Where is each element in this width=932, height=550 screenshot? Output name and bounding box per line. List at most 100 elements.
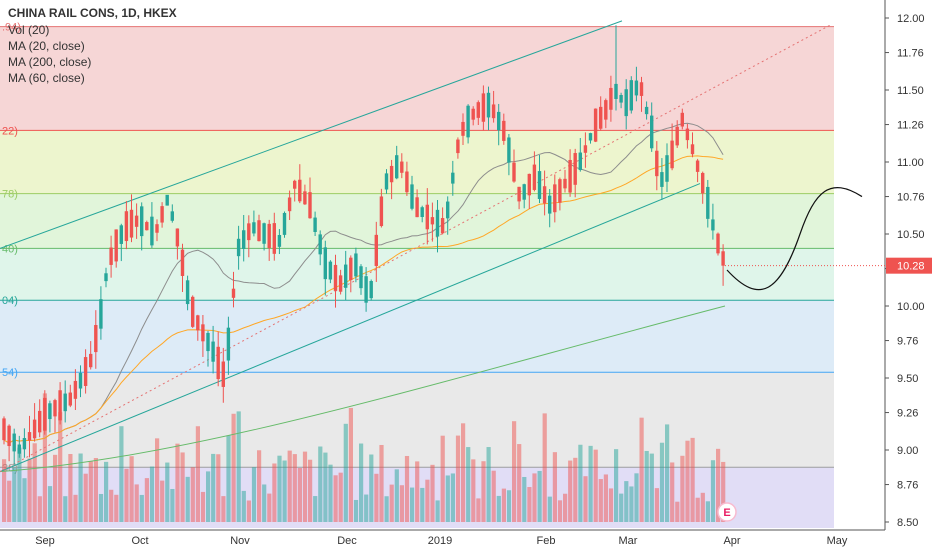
legend-ma60[interactable]: MA (60, close) bbox=[8, 71, 85, 85]
volume-bar bbox=[721, 461, 726, 522]
legend-ma20[interactable]: MA (20, close) bbox=[8, 39, 85, 53]
candle-body bbox=[644, 106, 649, 115]
candle-body bbox=[313, 217, 317, 233]
volume-bar bbox=[710, 460, 716, 522]
candle-body bbox=[201, 324, 205, 342]
candle-body bbox=[716, 233, 720, 254]
volume-bar bbox=[430, 464, 435, 522]
volume-bar bbox=[654, 488, 659, 522]
volume-bar bbox=[461, 423, 466, 522]
candle-body bbox=[267, 223, 271, 249]
candle-body bbox=[48, 403, 52, 420]
volume-bar bbox=[435, 500, 440, 522]
candle-body bbox=[593, 108, 598, 142]
candle-body bbox=[354, 253, 358, 277]
candle-body bbox=[670, 140, 674, 169]
projection-curve bbox=[726, 187, 863, 291]
candle-body bbox=[456, 139, 460, 154]
price-tick-label: 8.76 bbox=[897, 480, 918, 492]
volume-bar bbox=[170, 488, 175, 522]
candle-body bbox=[38, 410, 42, 433]
volume-bar bbox=[624, 481, 629, 522]
volume-bar bbox=[491, 470, 496, 522]
candle-body bbox=[558, 179, 562, 203]
volume-bar bbox=[593, 449, 598, 522]
volume-bar bbox=[364, 494, 369, 522]
candle-body bbox=[374, 234, 378, 266]
candle-body bbox=[639, 82, 644, 96]
volume-bar bbox=[568, 460, 573, 522]
candle-body bbox=[461, 121, 465, 136]
candle-body bbox=[430, 217, 435, 225]
volume-bar bbox=[603, 474, 608, 522]
chart-legend: CHINA RAIL CONS, 1D, HKEX Vol (20) MA (2… bbox=[8, 6, 177, 86]
candle-body bbox=[634, 80, 639, 96]
channel-lower-line bbox=[0, 183, 701, 473]
candle-body bbox=[578, 152, 582, 171]
time-tick-label: Nov bbox=[230, 535, 250, 547]
volume-bar bbox=[670, 462, 675, 522]
volume-bar bbox=[716, 448, 721, 522]
volume-bar bbox=[614, 449, 619, 522]
volume-bar bbox=[619, 493, 624, 522]
volume-bar bbox=[338, 472, 343, 522]
candle-body bbox=[221, 361, 225, 387]
candle-body bbox=[680, 112, 684, 127]
candle-body bbox=[588, 133, 593, 141]
volume-bar bbox=[690, 437, 695, 522]
channel-upper-line bbox=[0, 20, 623, 249]
candle-body bbox=[599, 106, 603, 129]
volume-bar bbox=[302, 451, 308, 522]
price-tick-label: 9.26 bbox=[897, 408, 918, 420]
price-tick-label: 9.50 bbox=[897, 373, 918, 385]
candle-body bbox=[446, 201, 450, 219]
candle-body bbox=[451, 172, 455, 184]
volume-bar bbox=[644, 450, 649, 522]
candle-body bbox=[180, 249, 185, 276]
candle-body bbox=[527, 173, 531, 196]
volume-bar bbox=[185, 476, 190, 522]
candle-body bbox=[170, 211, 174, 221]
candle-body bbox=[711, 219, 715, 231]
volume-bar bbox=[440, 435, 445, 522]
candle-body bbox=[89, 353, 93, 368]
volume-bar bbox=[481, 461, 486, 522]
candle-body bbox=[191, 296, 195, 327]
candle-body bbox=[548, 195, 552, 214]
candle-body bbox=[78, 372, 83, 389]
legend-volume[interactable]: Vol (20) bbox=[8, 23, 50, 37]
volume-bar bbox=[476, 498, 481, 522]
candle-body bbox=[532, 164, 537, 190]
volume-bar bbox=[297, 468, 302, 522]
candle-body bbox=[303, 191, 307, 205]
volume-bar bbox=[241, 490, 246, 522]
candle-body bbox=[323, 247, 327, 280]
volume-bar bbox=[83, 473, 88, 522]
candle-body bbox=[486, 92, 491, 118]
volume-bar bbox=[221, 496, 226, 522]
candle-body bbox=[206, 332, 210, 352]
candle-body bbox=[308, 192, 312, 219]
volume-bar bbox=[649, 453, 654, 522]
volume-bar bbox=[420, 487, 425, 522]
volume-bar bbox=[206, 471, 211, 522]
candle-body bbox=[665, 155, 669, 182]
volume-bar bbox=[246, 500, 251, 522]
volume-bar bbox=[257, 450, 262, 522]
volume-bar bbox=[685, 440, 690, 522]
candle-body bbox=[134, 215, 139, 227]
legend-ma200[interactable]: MA (200, close) bbox=[8, 55, 92, 69]
fib-band bbox=[0, 248, 834, 301]
candle-body bbox=[609, 87, 613, 110]
price-tick-label: 11.50 bbox=[897, 85, 924, 97]
volume-bar bbox=[93, 458, 98, 522]
candle-body bbox=[405, 171, 409, 193]
volume-bar bbox=[394, 469, 399, 522]
volume-bar bbox=[705, 501, 710, 522]
candle-body bbox=[502, 120, 506, 141]
candle-body bbox=[624, 89, 628, 117]
candle-body bbox=[236, 238, 241, 257]
candle-body bbox=[425, 204, 429, 230]
volume-bar bbox=[160, 480, 165, 522]
